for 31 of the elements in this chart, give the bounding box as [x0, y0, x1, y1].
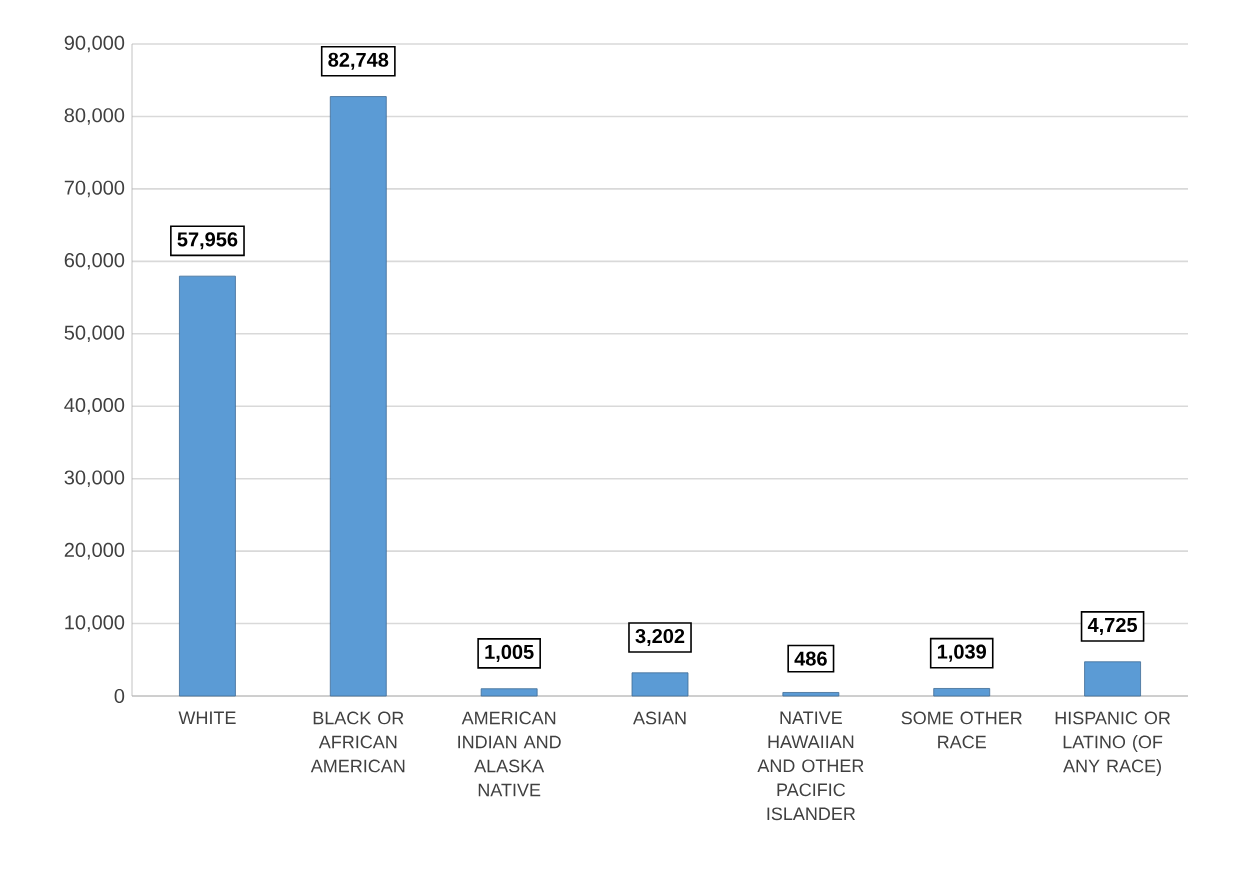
x-tick-label: SOME OTHER RACE	[901, 711, 1022, 749]
data-label: 4,725	[1087, 617, 1138, 635]
y-tick-label: 80,000	[64, 108, 125, 125]
y-tick-label: 20,000	[64, 542, 125, 560]
bar	[933, 688, 991, 697]
data-label: 57,956	[177, 232, 238, 250]
x-tick-label: HISPANIC OR LATINO (OF ANY RACE)	[1055, 711, 1171, 776]
y-tick-label: 90,000	[64, 35, 125, 53]
y-tick-label: 10,000	[65, 615, 125, 632]
y-tick-label: 60,000	[64, 253, 125, 270]
bar	[179, 275, 236, 697]
y-tick-label: 30,000	[64, 470, 125, 487]
x-tick-label: AMERICAN INDIAN AND ALASKA NATIVE	[458, 711, 561, 797]
y-tick-label: 50,000	[64, 325, 125, 343]
bar	[631, 672, 689, 697]
x-tick-label: ASIAN	[633, 711, 686, 725]
data-label: 3,202	[635, 628, 685, 647]
x-tick-label: NATIVE HAWAIIAN AND OTHER PACIFIC ISLANDER	[757, 711, 864, 821]
bar	[782, 692, 840, 697]
x-tick-label: WHITE	[178, 711, 236, 724]
bar	[480, 688, 538, 697]
data-label: 486	[794, 651, 827, 666]
data-label: 1,039	[937, 644, 986, 662]
bar	[329, 96, 387, 697]
y-tick-label: 70,000	[64, 180, 125, 198]
y-tick-label: 40,000	[64, 397, 125, 415]
data-label: 82,748	[328, 52, 389, 70]
data-label: 1,005	[485, 644, 534, 662]
bar	[1084, 661, 1141, 697]
y-tick-label: 0	[114, 688, 125, 704]
x-tick-label: BLACK OR AFRICAN AMERICAN	[310, 711, 405, 773]
